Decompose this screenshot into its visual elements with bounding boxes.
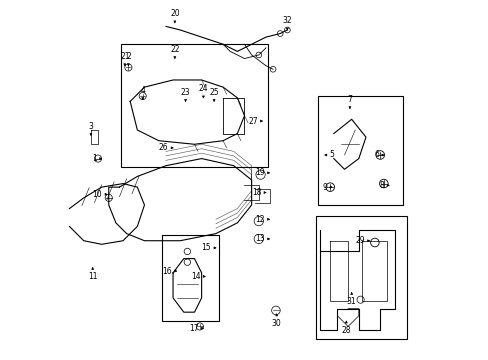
Text: 27: 27 (247, 117, 257, 126)
Text: 13: 13 (255, 234, 264, 243)
Text: 11: 11 (88, 272, 97, 281)
Text: 12: 12 (255, 215, 264, 224)
Text: 9: 9 (322, 183, 326, 192)
Text: 2: 2 (126, 52, 130, 61)
Bar (317, 96, 403, 205)
Text: 10: 10 (93, 190, 102, 199)
Text: 7: 7 (347, 95, 351, 104)
Text: 18: 18 (251, 188, 261, 197)
Text: 15: 15 (201, 243, 211, 252)
Text: 25: 25 (209, 88, 219, 97)
Text: 14: 14 (190, 272, 200, 281)
Text: 20: 20 (170, 9, 179, 18)
Text: 30: 30 (271, 319, 281, 328)
Bar (315, 216, 406, 339)
Text: 32: 32 (282, 16, 292, 25)
Text: 31: 31 (346, 297, 356, 306)
Text: 23: 23 (181, 88, 190, 97)
Text: 17: 17 (189, 324, 198, 333)
Text: 3: 3 (88, 122, 93, 131)
Text: 21: 21 (120, 52, 129, 61)
Text: 16: 16 (162, 267, 172, 276)
Text: 6: 6 (373, 150, 378, 159)
Bar (162, 235, 219, 321)
Text: 24: 24 (198, 84, 208, 93)
Text: 8: 8 (379, 181, 384, 190)
Text: 4: 4 (140, 86, 145, 95)
Text: 19: 19 (255, 168, 264, 177)
Bar (121, 44, 267, 167)
Text: 22: 22 (170, 45, 179, 54)
Text: 5: 5 (329, 150, 334, 159)
Text: 1: 1 (92, 154, 97, 163)
Text: 29: 29 (355, 236, 364, 245)
Text: 26: 26 (159, 143, 168, 152)
Text: 28: 28 (341, 326, 350, 335)
